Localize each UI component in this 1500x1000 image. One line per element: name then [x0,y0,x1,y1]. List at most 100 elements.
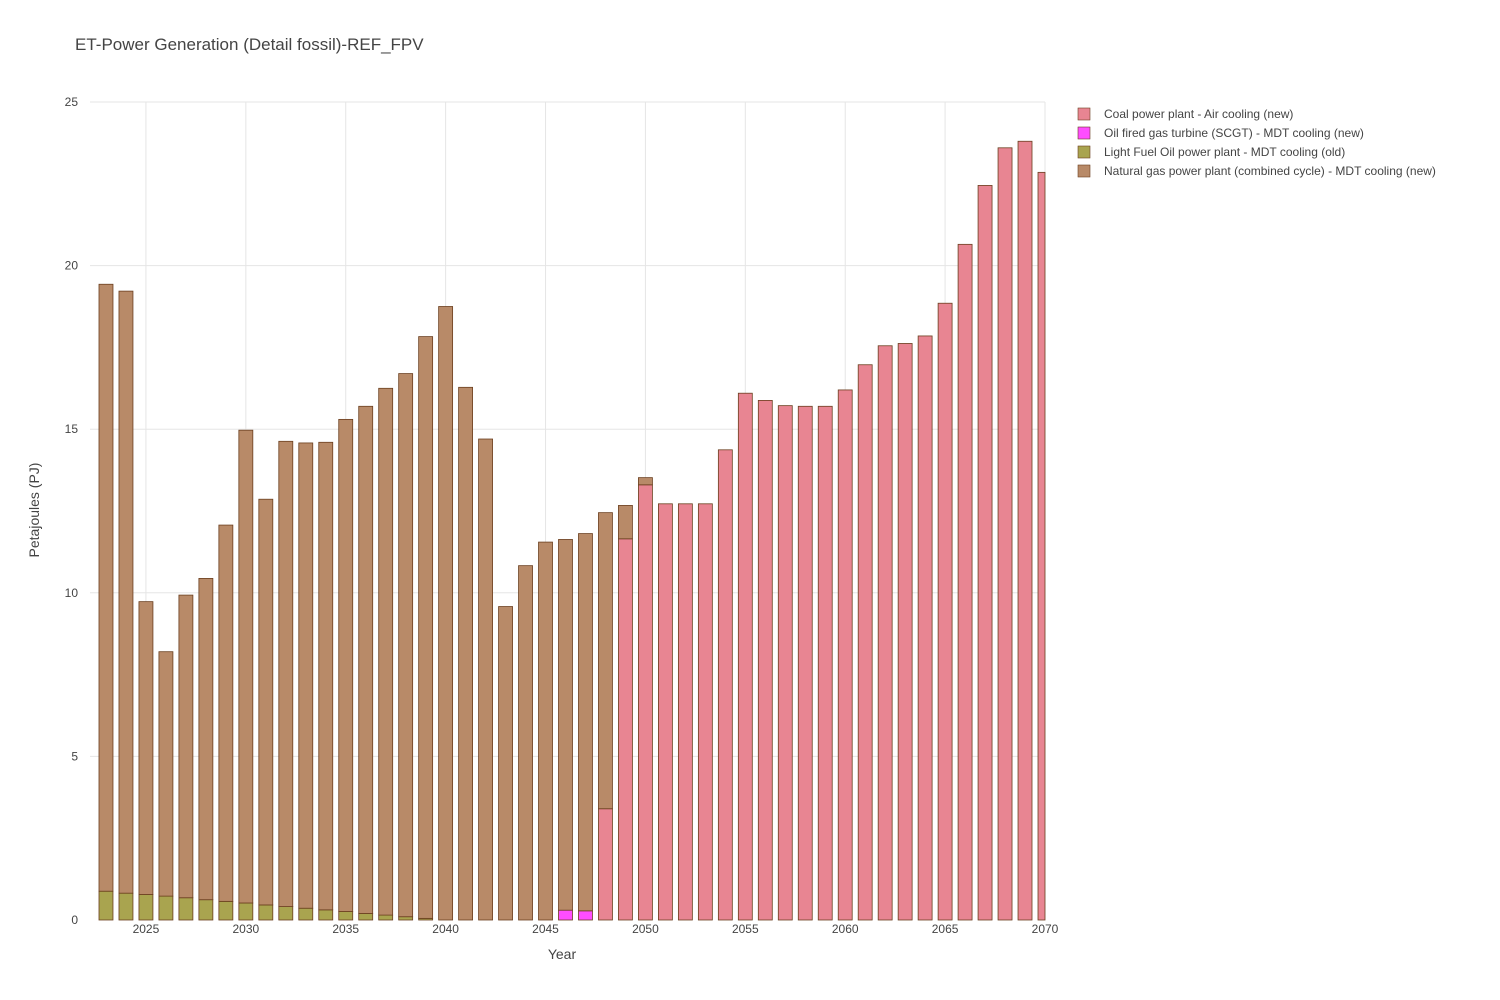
bar-2025-series-2[interactable] [138,894,154,921]
bar-2038-series-3[interactable] [398,373,414,918]
x-tick-label: 2050 [632,922,659,936]
bar-2040-series-3[interactable] [438,306,454,921]
bar-2033-series-3[interactable] [298,442,314,909]
x-tick-label: 2035 [332,922,359,936]
legend-swatch[interactable] [1077,126,1091,140]
bar-2046-series-1[interactable] [558,909,573,921]
bar-2050-series-0[interactable] [638,484,653,921]
bar-2058-series-0[interactable] [797,405,813,921]
x-tick-label: 2040 [432,922,459,936]
bar-2069-series-0[interactable] [1017,140,1033,921]
bars [98,140,1046,921]
bar-2064-series-0[interactable] [917,335,933,921]
bar-2028-series-2[interactable] [198,899,214,921]
bar-2034-series-3[interactable] [318,441,334,911]
bar-2044-series-3[interactable] [518,565,533,921]
legend-swatch[interactable] [1077,107,1091,121]
bar-2027-series-3[interactable] [178,594,194,899]
legend-swatch[interactable] [1077,145,1091,159]
bar-2036-series-3[interactable] [358,405,374,914]
bar-2053-series-0[interactable] [697,503,713,921]
bar-2023-series-2[interactable] [98,890,114,921]
y-tick-label: 20 [65,259,79,273]
x-tick-label: 2025 [133,922,160,936]
x-tick-label: 2045 [532,922,559,936]
bar-2063-series-0[interactable] [897,343,913,921]
legend-item-label[interactable]: Light Fuel Oil power plant - MDT cooling… [1104,145,1345,159]
bar-2052-series-0[interactable] [677,503,693,921]
bar-2056-series-0[interactable] [757,400,773,921]
bar-2047-series-3[interactable] [578,533,593,912]
bar-2059-series-0[interactable] [817,405,833,921]
bar-2030-series-2[interactable] [238,902,254,921]
bar-2062-series-0[interactable] [877,345,893,921]
bar-2057-series-0[interactable] [777,405,793,921]
bar-2035-series-3[interactable] [338,418,354,912]
x-tick-label: 2070 [1032,922,1059,936]
bar-2032-series-2[interactable] [278,906,294,921]
bar-2043-series-3[interactable] [498,606,513,921]
legend-item-label[interactable]: Coal power plant - Air cooling (new) [1104,107,1293,121]
bar-2047-series-1[interactable] [578,910,593,921]
bar-2067-series-0[interactable] [977,185,993,921]
chart-title: ET-Power Generation (Detail fossil)-REF_… [75,35,424,54]
x-tick-label: 2060 [832,922,859,936]
bar-2024-series-3[interactable] [118,290,134,894]
y-tick-label: 0 [71,913,78,927]
bar-2024-series-2[interactable] [118,892,134,921]
bar-2068-series-0[interactable] [997,147,1013,921]
bar-2037-series-2[interactable] [378,914,394,921]
bar-2025-series-3[interactable] [138,601,154,895]
bar-2065-series-0[interactable] [937,302,953,921]
bar-2026-series-3[interactable] [158,651,174,897]
bar-2034-series-2[interactable] [318,909,334,921]
bar-2035-series-2[interactable] [338,911,354,921]
bar-2051-series-0[interactable] [658,503,673,921]
bar-2038-series-2[interactable] [398,916,414,921]
bar-2023-series-3[interactable] [98,283,114,892]
bar-2027-series-2[interactable] [178,897,194,921]
y-tick-label: 10 [65,586,79,600]
bar-2049-series-0[interactable] [618,538,633,921]
bar-2032-series-3[interactable] [278,440,294,907]
bar-2026-series-2[interactable] [158,895,174,921]
legend-swatch[interactable] [1077,164,1091,178]
legend[interactable]: Coal power plant - Air cooling (new) Oil … [1077,107,1436,178]
bar-2046-series-3[interactable] [558,539,573,911]
bar-2029-series-2[interactable] [218,900,234,921]
bar-2036-series-2[interactable] [358,913,374,921]
bar-2030-series-3[interactable] [238,429,254,904]
y-tick-label: 5 [71,749,78,763]
y-tick-label: 15 [65,422,79,436]
x-axis-title: Year [548,946,577,962]
bar-2041-series-3[interactable] [458,386,473,921]
bar-2031-series-2[interactable] [258,904,274,921]
bar-2042-series-3[interactable] [478,438,493,921]
x-tick-label: 2055 [732,922,759,936]
bar-2028-series-3[interactable] [198,578,214,901]
legend-item-label[interactable]: Natural gas power plant (combined cycle)… [1104,164,1436,178]
bar-2066-series-0[interactable] [957,243,973,921]
y-tick-label: 25 [65,95,79,109]
bar-2048-series-3[interactable] [598,512,613,810]
bar-2061-series-0[interactable] [857,364,873,921]
x-tick-label: 2065 [932,922,959,936]
bar-2049-series-3[interactable] [618,505,633,540]
bar-2048-series-0[interactable] [598,808,613,921]
bar-2039-series-3[interactable] [418,336,434,919]
legend-item-label[interactable]: Oil fired gas turbine (SCGT) - MDT cooli… [1104,126,1364,140]
bar-2045-series-3[interactable] [538,541,553,921]
bar-2050-series-3[interactable] [638,477,653,486]
y-axis-title: Petajoules (PJ) [26,463,42,558]
bar-2033-series-2[interactable] [298,907,314,921]
x-tick-label: 2030 [232,922,259,936]
bar-2055-series-0[interactable] [737,392,753,921]
bar-2054-series-0[interactable] [717,449,733,921]
bar-2031-series-3[interactable] [258,498,274,906]
bar-2060-series-0[interactable] [837,389,853,921]
bar-2029-series-3[interactable] [218,524,234,902]
bar-2070-series-0[interactable] [1037,171,1046,921]
bar-2037-series-3[interactable] [378,387,394,916]
